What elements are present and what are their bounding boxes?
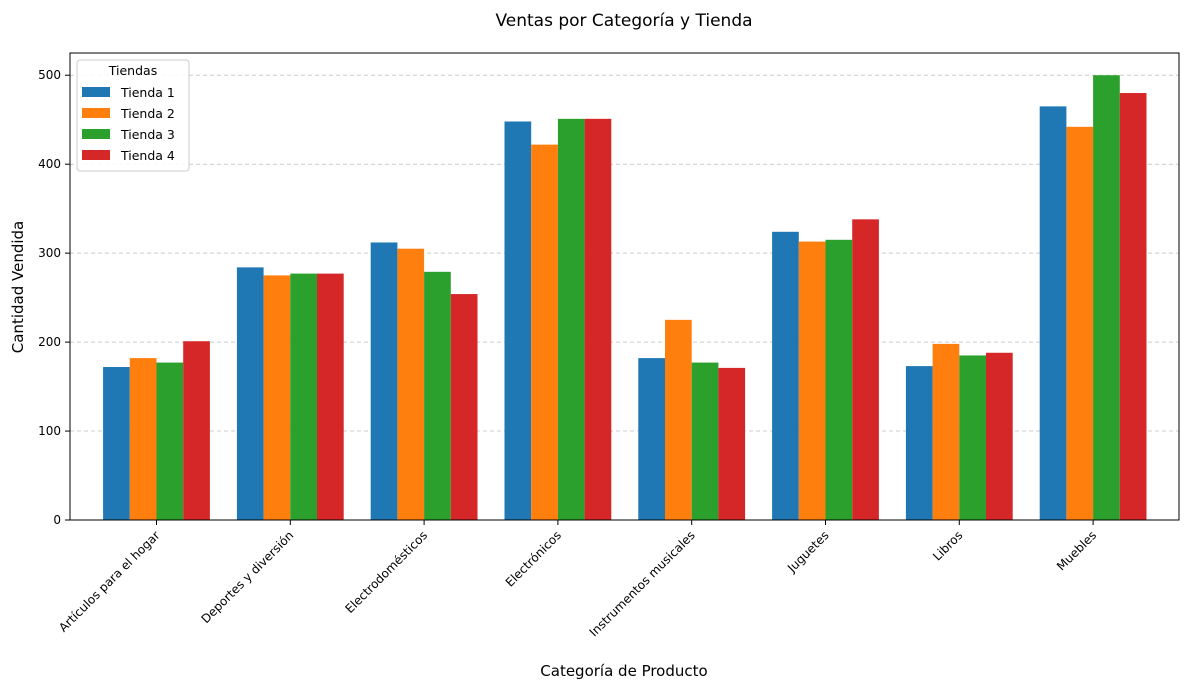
bar-tienda-3 <box>959 355 986 520</box>
bar-tienda-1 <box>638 358 665 520</box>
x-tick-label: Muebles <box>1054 528 1099 573</box>
legend-swatch <box>82 150 110 160</box>
bar-tienda-3 <box>557 118 585 520</box>
bar-tienda-1 <box>370 242 398 520</box>
x-tick-label: Juguetes <box>784 528 831 575</box>
bar-tienda-2 <box>665 319 692 520</box>
x-tick-label: Electrodomésticos <box>342 528 430 616</box>
legend: Tiendas Tienda 1 Tienda 2 Tienda 3 Tienda 4 <box>76 59 190 172</box>
legend-entry: Tienda 4 <box>120 148 175 163</box>
x-tick-label: Instrumentos musicales <box>587 528 698 639</box>
x-axis-label: Categoría de Producto <box>540 662 707 680</box>
x-axis: Artículos para el hogar Deportes y divers… <box>56 520 1099 639</box>
y-tick-label: 0 <box>53 513 61 527</box>
bar-tienda-4 <box>584 118 612 520</box>
y-tick-label: 200 <box>38 335 61 349</box>
legend-title: Tiendas <box>108 63 157 78</box>
y-tick-label: 400 <box>38 157 61 171</box>
bar-tienda-2 <box>263 275 291 520</box>
bar-tienda-3 <box>424 271 451 520</box>
legend-swatch <box>82 129 110 139</box>
bar-tienda-4 <box>718 367 746 520</box>
legend-entry: Tienda 3 <box>120 127 175 142</box>
bar-tienda-3 <box>156 362 184 520</box>
bar-tienda-1 <box>1039 106 1067 520</box>
bar-tienda-3 <box>1093 75 1120 520</box>
bar-tienda-2 <box>798 241 826 520</box>
chart-title: Ventas por Categoría y Tienda <box>495 11 752 31</box>
bar-tienda-1 <box>103 367 130 520</box>
bar-tienda-4 <box>986 352 1013 520</box>
x-tick-label: Deportes y diversión <box>198 528 296 626</box>
x-tick-label: Libros <box>930 528 965 563</box>
bar-tienda-4 <box>450 294 478 520</box>
bar-tienda-2 <box>531 144 558 520</box>
legend-swatch <box>82 108 110 118</box>
legend-entry: Tienda 2 <box>120 106 175 121</box>
y-axis-label: Cantidad Vendida <box>9 221 27 353</box>
bars <box>103 75 1147 521</box>
x-tick-label: Electrónicos <box>503 528 564 589</box>
bar-tienda-4 <box>852 219 879 521</box>
bar-tienda-2 <box>129 358 157 520</box>
y-tick-label: 100 <box>38 424 61 438</box>
y-tick-label: 300 <box>38 246 61 260</box>
y-tick-label: 500 <box>38 68 61 82</box>
bar-tienda-4 <box>317 273 344 520</box>
bar-tienda-3 <box>290 273 317 520</box>
bar-tienda-2 <box>397 248 425 520</box>
plot-frame <box>69 52 1180 521</box>
bar-tienda-4 <box>183 341 210 520</box>
y-axis: 0 100 200 300 400 500 <box>38 68 70 527</box>
bar-tienda-2 <box>1066 126 1094 520</box>
bar-tienda-1 <box>504 121 532 520</box>
bar-tienda-1 <box>905 366 933 520</box>
bar-tienda-2 <box>932 343 960 520</box>
bar-tienda-1 <box>772 231 799 520</box>
legend-swatch <box>82 87 110 97</box>
bar-tienda-3 <box>691 362 719 520</box>
bar-tienda-3 <box>825 239 853 521</box>
legend-entry: Tienda 1 <box>120 85 175 100</box>
bar-tienda-4 <box>1119 93 1147 521</box>
x-tick-label: Artículos para el hogar <box>56 528 163 635</box>
bar-tienda-1 <box>236 267 264 520</box>
